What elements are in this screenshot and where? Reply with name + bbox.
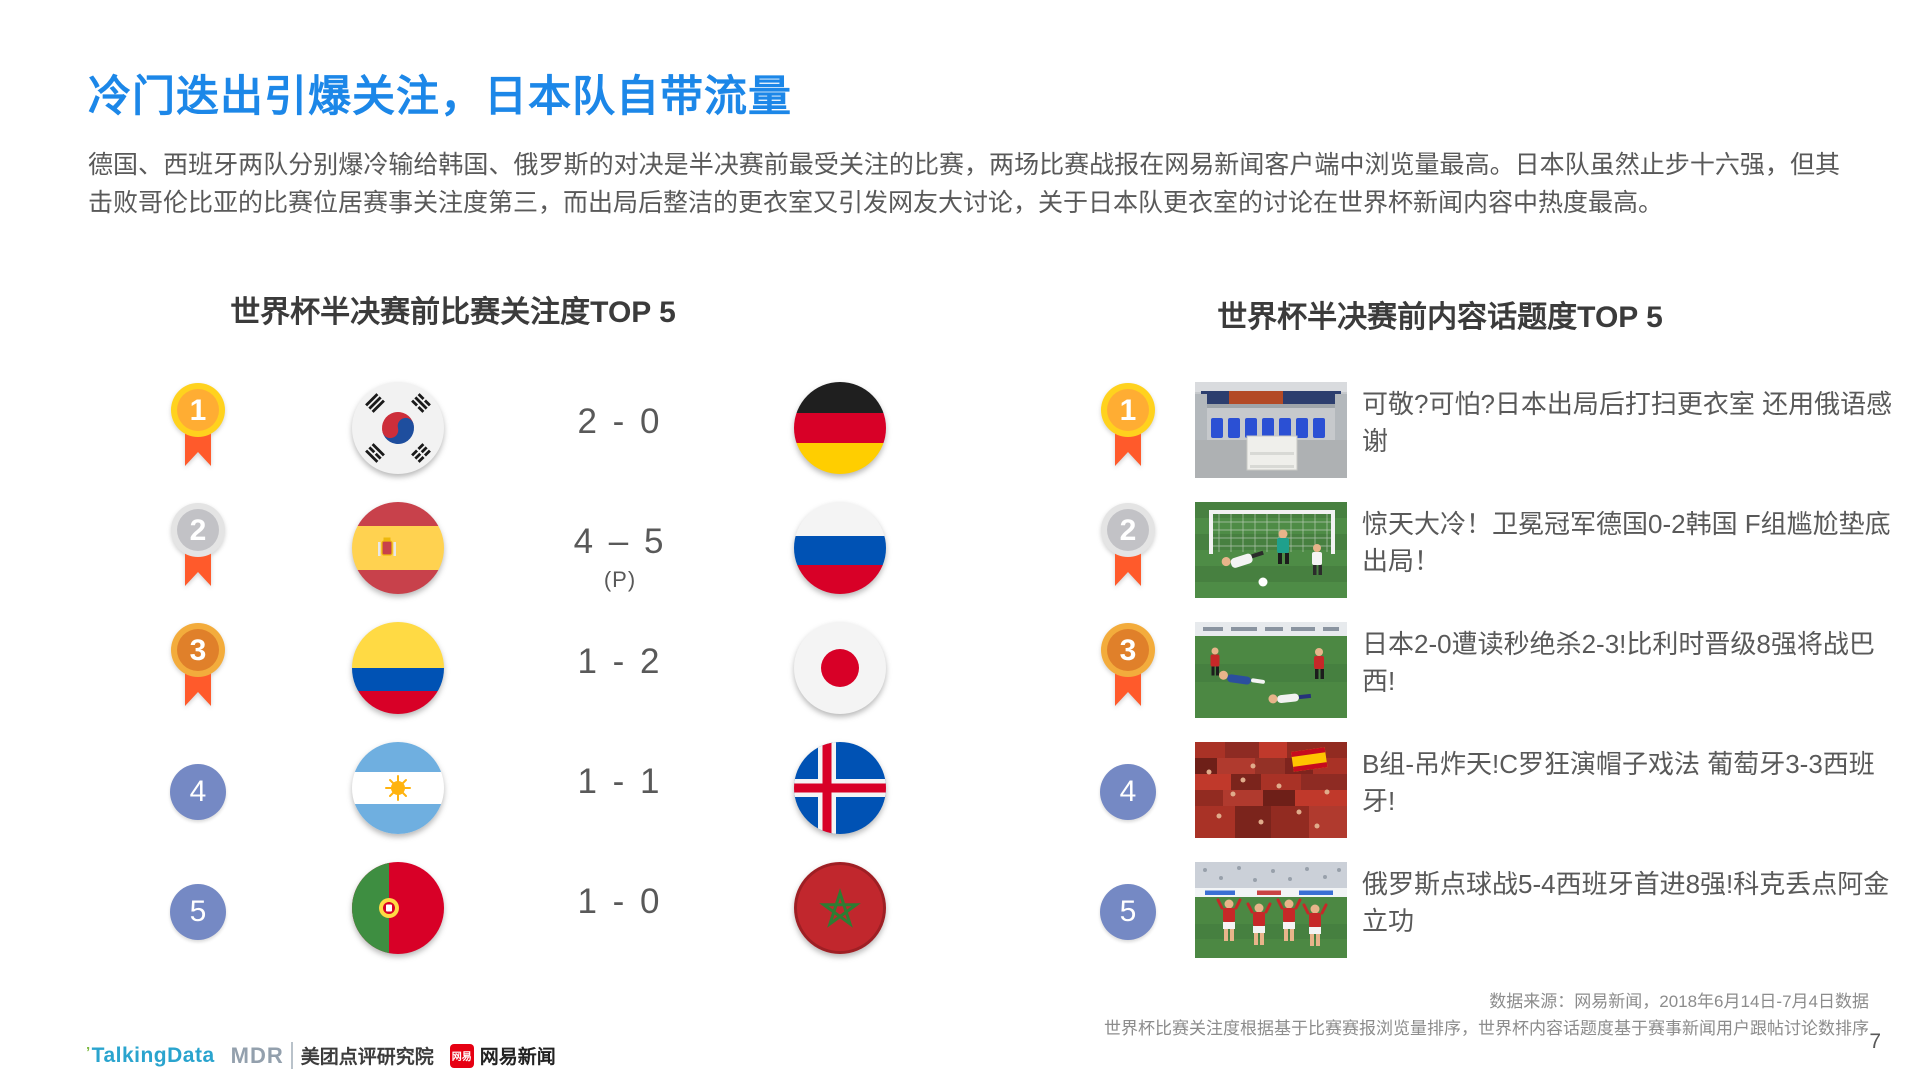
svg-text:3: 3 <box>1120 634 1137 667</box>
match-score: 2 - 0 <box>577 402 663 441</box>
rank-2-medal-icon: 2 <box>168 502 228 595</box>
match-row: 5 1 - 0 <box>88 852 958 972</box>
svg-text:1: 1 <box>190 394 207 427</box>
portugal-flag-icon <box>352 862 444 954</box>
rank-3-medal-icon: 3 <box>168 622 228 715</box>
match-score: 1 - 2 <box>577 642 663 681</box>
footer-logos: ’TalkingData MDR 美团点评研究院 网易 网易新闻 <box>86 1042 556 1069</box>
russia-flag-icon <box>794 502 886 594</box>
morocco-flag-icon <box>794 862 886 954</box>
russia-spain-shootout-photo <box>1195 862 1347 958</box>
south-korea-flag-icon <box>352 382 444 474</box>
rank-5-badge: 5 <box>170 884 226 940</box>
argentina-flag-icon <box>352 742 444 834</box>
colombia-flag-icon <box>352 622 444 714</box>
rank-4-badge: 4 <box>1100 764 1156 820</box>
news-headline: B组-吊炸天!C罗狂演帽子戏法 葡萄牙3-3西班牙! <box>1362 749 1875 816</box>
spain-flag-icon <box>352 502 444 594</box>
talkingdata-logo: ’TalkingData <box>86 1043 215 1067</box>
page-title: 冷门迭出引爆关注，日本队自带流量 <box>88 73 792 121</box>
svg-text:2: 2 <box>1120 514 1137 547</box>
data-source-note: 数据来源：网易新闻，2018年6月14日-7月4日数据 世界杯比赛关注度根据基于… <box>1104 988 1869 1042</box>
talkingdata-tick-icon: ’ <box>86 1043 91 1061</box>
japan-belgium-match-photo <box>1195 622 1347 718</box>
svg-text:1: 1 <box>1120 394 1137 427</box>
score-note: (P) <box>603 567 637 592</box>
page-number: 7 <box>1869 1030 1881 1053</box>
germany-korea-match-photo <box>1195 502 1347 598</box>
match-ranking-title: 世界杯半决赛前比赛关注度TOP 5 <box>230 296 676 329</box>
topic-ranking-title: 世界杯半决赛前内容话题度TOP 5 <box>1217 301 1663 334</box>
topic-row: 3 日本2-0遭读秒绝杀2-3!比利时晋级8强将战巴西! <box>1040 612 1900 732</box>
news-headline: 俄罗斯点球战5-4西班牙首进8强!科克丢点阿金立功 <box>1362 869 1890 936</box>
iceland-flag-icon <box>794 742 886 834</box>
topic-row: 4 B组-吊炸天!C <box>1040 732 1900 852</box>
svg-text:3: 3 <box>190 634 207 667</box>
summary-paragraph: 德国、西班牙两队分别爆冷输给韩国、俄罗斯的对决是半决赛前最受关注的比赛，两场比赛… <box>88 151 1840 217</box>
rank-2-medal-icon: 2 <box>1098 502 1158 595</box>
portugal-spain-fans-photo <box>1195 742 1347 838</box>
match-score: 4 – 5 <box>573 522 667 561</box>
match-row: 4 1 - 1 <box>88 732 958 852</box>
meituan-dianping-research-logo: MDR 美团点评研究院 <box>230 1042 434 1069</box>
germany-flag-icon <box>794 382 886 474</box>
netease-badge-icon: 网易 <box>449 1043 474 1068</box>
topic-row: 5 俄罗斯点球战5-4西班牙首进8强!科克丢点阿金 <box>1040 852 1900 972</box>
topic-row: 1 可敬?可怕?日本出局后打扫更衣 <box>1040 372 1900 492</box>
news-headline: 惊天大冷！卫冕冠军德国0-2韩国 F组尴尬垫底出局！ <box>1362 509 1891 576</box>
source-line-2: 世界杯比赛关注度根据基于比赛赛报浏览量排序，世界杯内容话题度基于赛事新闻用户跟帖… <box>1104 1019 1869 1038</box>
topic-row: 2 惊天大冷！卫冕冠军德国0-2韩国 F组尴尬垫底出局！ <box>1040 492 1900 612</box>
japan-locker-room-photo <box>1195 382 1347 478</box>
netease-news-logo: 网易 网易新闻 <box>449 1042 556 1069</box>
svg-text:2: 2 <box>190 514 207 547</box>
rank-1-medal-icon: 1 <box>168 382 228 475</box>
rank-3-medal-icon: 3 <box>1098 622 1158 715</box>
japan-flag-icon <box>794 622 886 714</box>
rank-1-medal-icon: 1 <box>1098 382 1158 475</box>
news-headline: 日本2-0遭读秒绝杀2-3!比利时晋级8强将战巴西! <box>1362 629 1875 696</box>
match-score: 1 - 0 <box>577 882 663 921</box>
rank-5-badge: 5 <box>1100 884 1156 940</box>
news-headline: 可敬?可怕?日本出局后打扫更衣室 还用俄语感谢 <box>1362 389 1893 456</box>
mdr-mark-icon: MDR <box>230 1042 284 1068</box>
rank-4-badge: 4 <box>170 764 226 820</box>
match-row: 1 <box>88 372 958 492</box>
match-row: 2 4 – 5 (P) <box>88 492 958 612</box>
source-line-1: 数据来源：网易新闻，2018年6月14日-7月4日数据 <box>1489 992 1869 1011</box>
match-score: 1 - 1 <box>577 762 663 801</box>
match-row: 3 1 - 2 <box>88 612 958 732</box>
